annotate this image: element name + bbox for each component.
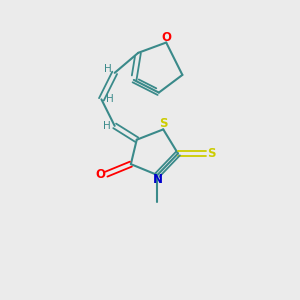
Text: S: S bbox=[160, 117, 168, 130]
Text: H: H bbox=[106, 94, 113, 104]
Text: N: N bbox=[153, 173, 163, 186]
Text: O: O bbox=[162, 31, 172, 44]
Text: H: H bbox=[104, 64, 112, 74]
Text: S: S bbox=[208, 147, 216, 160]
Text: H: H bbox=[103, 122, 111, 131]
Text: O: O bbox=[95, 168, 105, 181]
